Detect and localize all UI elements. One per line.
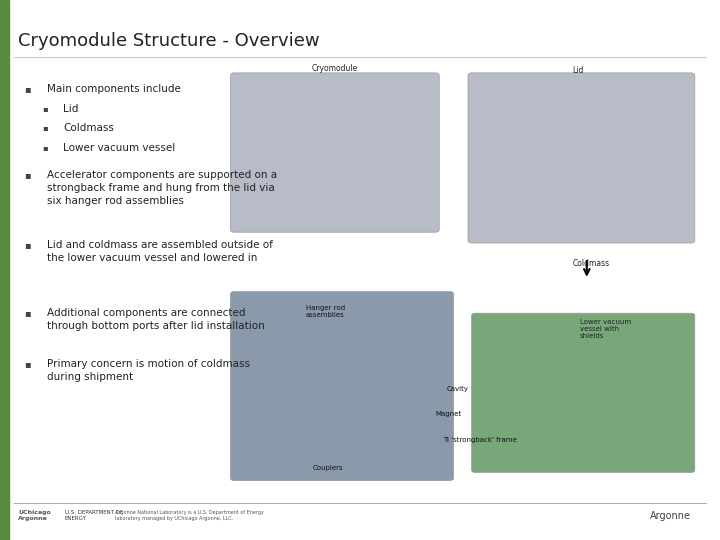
- Text: ▪: ▪: [42, 143, 48, 152]
- FancyBboxPatch shape: [230, 292, 454, 481]
- Text: Accelerator components are supported on a
strongback frame and hung from the lid: Accelerator components are supported on …: [47, 170, 277, 206]
- Text: Cryomodule: Cryomodule: [312, 64, 358, 73]
- Text: ▪: ▪: [24, 359, 30, 369]
- Text: Lower vacuum
vessel with
shields: Lower vacuum vessel with shields: [580, 319, 631, 339]
- Text: U.S. DEPARTMENT OF
ENERGY: U.S. DEPARTMENT OF ENERGY: [65, 510, 123, 521]
- Text: Lid and coldmass are assembled outside of
the lower vacuum vessel and lowered in: Lid and coldmass are assembled outside o…: [47, 240, 273, 264]
- Text: ▪: ▪: [42, 104, 48, 113]
- Text: Hanger rod
assemblies: Hanger rod assemblies: [306, 305, 345, 318]
- Text: Magnet: Magnet: [436, 411, 462, 417]
- Text: Lid: Lid: [572, 65, 584, 75]
- Text: ▪: ▪: [24, 170, 30, 180]
- Text: Primary concern is motion of coldmass
during shipment: Primary concern is motion of coldmass du…: [47, 359, 250, 382]
- Text: ▪: ▪: [24, 240, 30, 251]
- Text: Coldmass: Coldmass: [63, 123, 114, 133]
- Text: Main components include: Main components include: [47, 84, 181, 94]
- Text: Lower vacuum vessel: Lower vacuum vessel: [63, 143, 176, 153]
- Text: UChicago
Argonne: UChicago Argonne: [18, 510, 50, 521]
- Text: Lid: Lid: [63, 104, 78, 114]
- Text: ▪: ▪: [24, 84, 30, 94]
- Text: Argonne: Argonne: [650, 511, 691, 521]
- Text: Coldmass: Coldmass: [572, 259, 610, 268]
- Text: Cavity: Cavity: [446, 386, 469, 392]
- Bar: [0, 0, 9, 540]
- Text: ▪: ▪: [24, 308, 30, 318]
- Text: ▪: ▪: [42, 123, 48, 132]
- Text: Additional components are connected
through bottom ports after lid installation: Additional components are connected thro…: [47, 308, 264, 331]
- FancyBboxPatch shape: [472, 313, 695, 472]
- Text: Ti 'strongback' frame: Ti 'strongback' frame: [443, 437, 516, 443]
- FancyBboxPatch shape: [230, 73, 439, 232]
- Text: Cryomodule Structure - Overview: Cryomodule Structure - Overview: [18, 32, 320, 50]
- FancyBboxPatch shape: [468, 73, 695, 243]
- Text: Argonne National Laboratory is a U.S. Department of Energy
laboratory managed by: Argonne National Laboratory is a U.S. De…: [115, 510, 264, 521]
- Text: Couplers: Couplers: [312, 465, 343, 471]
